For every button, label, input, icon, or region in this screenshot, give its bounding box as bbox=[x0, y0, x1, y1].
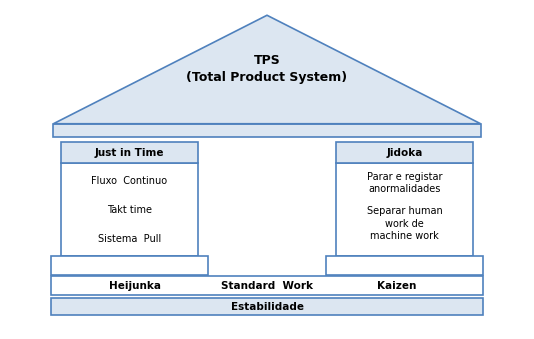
Text: Takt time: Takt time bbox=[107, 205, 152, 215]
Text: Heijunka: Heijunka bbox=[109, 281, 161, 291]
FancyBboxPatch shape bbox=[53, 124, 481, 137]
FancyBboxPatch shape bbox=[51, 298, 483, 315]
Text: Kaizen: Kaizen bbox=[377, 281, 417, 291]
Text: Parar e registar
anormalidades: Parar e registar anormalidades bbox=[367, 172, 442, 194]
Text: Fluxo  Continuo: Fluxo Continuo bbox=[91, 176, 168, 186]
Text: Jidoka: Jidoka bbox=[386, 147, 423, 158]
Polygon shape bbox=[53, 15, 481, 124]
FancyBboxPatch shape bbox=[61, 142, 198, 163]
Text: Standard  Work: Standard Work bbox=[221, 281, 313, 291]
Text: Sistema  Pull: Sistema Pull bbox=[98, 234, 161, 244]
FancyBboxPatch shape bbox=[51, 276, 483, 295]
Text: Estabilidade: Estabilidade bbox=[231, 302, 303, 312]
FancyBboxPatch shape bbox=[51, 256, 208, 275]
FancyBboxPatch shape bbox=[61, 163, 198, 256]
FancyBboxPatch shape bbox=[336, 163, 473, 256]
FancyBboxPatch shape bbox=[336, 142, 473, 163]
Text: TPS
(Total Product System): TPS (Total Product System) bbox=[186, 55, 348, 84]
Text: Just in Time: Just in Time bbox=[95, 147, 164, 158]
FancyBboxPatch shape bbox=[326, 256, 483, 275]
Text: Separar human
work de
machine work: Separar human work de machine work bbox=[367, 206, 442, 241]
